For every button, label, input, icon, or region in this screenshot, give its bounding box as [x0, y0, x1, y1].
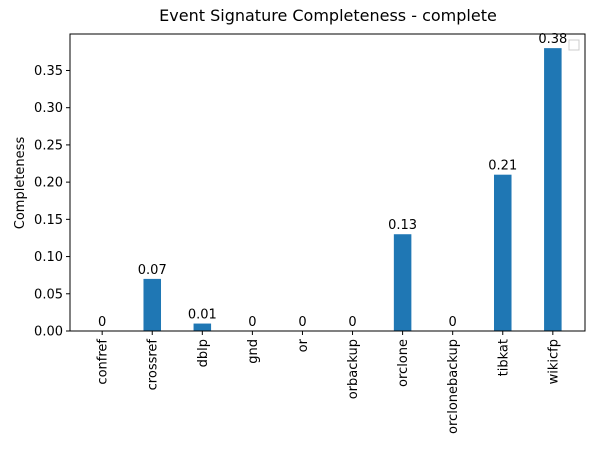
- x-tick-label: gnd: [246, 339, 261, 364]
- bar: [393, 234, 412, 331]
- plot-frame: [69, 33, 586, 332]
- y-tick-label: 0.10: [34, 250, 63, 265]
- x-tick-label: orclonebackup: [446, 339, 461, 434]
- chart-title: Event Signature Completeness - complete: [159, 6, 497, 25]
- bar: [193, 323, 212, 331]
- value-label: 0.07: [138, 263, 167, 278]
- bar: [544, 48, 562, 332]
- value-label: 0.38: [538, 32, 567, 47]
- y-tick-label: 0.00: [34, 325, 63, 340]
- value-label: 0: [348, 315, 356, 330]
- value-label: 0: [98, 315, 106, 330]
- value-label: 0.01: [188, 308, 217, 323]
- x-tick-label: tibkat: [496, 339, 511, 376]
- y-axis-label: Completeness: [13, 137, 28, 230]
- y-tick-label: 0.05: [34, 287, 63, 302]
- bar: [493, 174, 512, 331]
- bar: [143, 278, 162, 331]
- y-tick-label: 0.20: [34, 176, 63, 191]
- y-tick-label: 0.25: [34, 138, 63, 153]
- y-tick-label: 0.30: [34, 101, 63, 116]
- y-tick-label: 0.15: [34, 213, 63, 228]
- x-tick-label: crossref: [146, 339, 161, 391]
- x-tick-label: wikicfp: [546, 339, 561, 384]
- value-label: 0: [449, 315, 457, 330]
- value-label: 0: [248, 315, 256, 330]
- y-tick-label: 0.35: [34, 64, 63, 79]
- value-label: 0.13: [388, 218, 417, 233]
- x-tick-label: or: [296, 338, 311, 352]
- x-tick-label: confref: [96, 339, 111, 385]
- value-label: 0: [298, 315, 306, 330]
- value-label: 0.21: [488, 159, 517, 174]
- x-tick-label: orbackup: [346, 339, 361, 399]
- x-tick-label: dblp: [196, 339, 211, 367]
- x-tick-label: orclone: [396, 339, 411, 387]
- legend-box: [568, 39, 580, 51]
